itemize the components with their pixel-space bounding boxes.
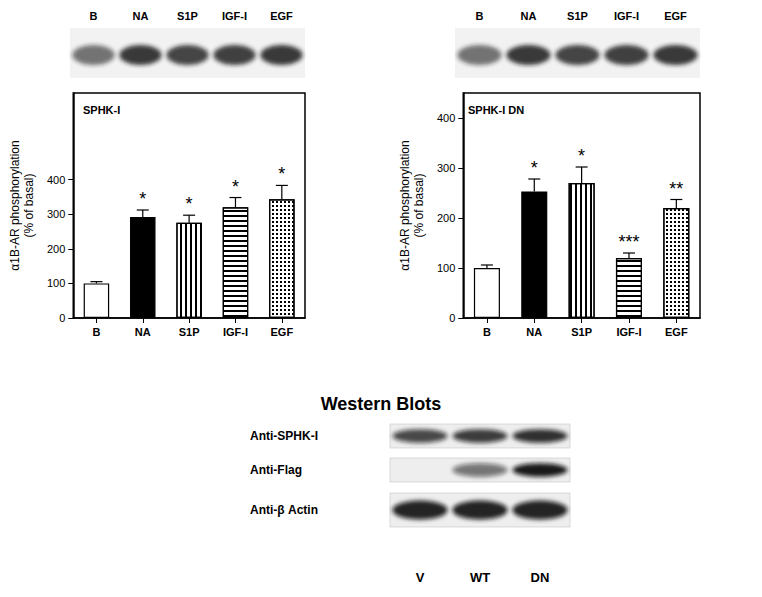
svg-text:EGF: EGF: [270, 10, 293, 22]
svg-text:**: **: [669, 179, 683, 199]
svg-text:NA: NA: [521, 10, 537, 22]
svg-text:300: 300: [437, 162, 455, 174]
svg-text:IGF-I: IGF-I: [616, 326, 641, 338]
svg-text:100: 100: [437, 262, 455, 274]
svg-text:SPHK-I DN: SPHK-I DN: [468, 104, 524, 116]
svg-text:400: 400: [47, 174, 65, 186]
svg-text:Anti-β Actin: Anti-β Actin: [250, 503, 318, 517]
svg-text:Anti-Flag: Anti-Flag: [250, 463, 302, 477]
svg-text:B: B: [92, 326, 100, 338]
svg-text:*: *: [531, 158, 538, 178]
svg-text:Anti-SPHK-I: Anti-SPHK-I: [250, 429, 318, 443]
svg-text:WT: WT: [470, 570, 490, 585]
svg-text:(% of basal): (% of basal): [22, 173, 36, 237]
svg-text:300: 300: [47, 208, 65, 220]
svg-text:IGF-I: IGF-I: [222, 10, 247, 22]
svg-text:*: *: [578, 146, 585, 166]
svg-text:*: *: [186, 194, 193, 214]
svg-text:EGF: EGF: [271, 326, 294, 338]
svg-text:S1P: S1P: [177, 10, 198, 22]
svg-text:S1P: S1P: [179, 326, 200, 338]
svg-text:EGF: EGF: [664, 10, 687, 22]
svg-text:IGF-I: IGF-I: [614, 10, 639, 22]
svg-text:Western Blots: Western Blots: [321, 394, 442, 414]
svg-text:SPHK-I: SPHK-I: [83, 104, 120, 116]
svg-text:*: *: [232, 177, 239, 197]
svg-text:IGF-I: IGF-I: [223, 326, 248, 338]
svg-text:(% of basal): (% of basal): [412, 173, 426, 237]
svg-text:S1P: S1P: [567, 10, 588, 22]
svg-text:*: *: [139, 189, 146, 209]
svg-text:NA: NA: [135, 326, 151, 338]
svg-text:400: 400: [437, 112, 455, 124]
svg-text:B: B: [90, 10, 98, 22]
svg-text:NA: NA: [526, 326, 542, 338]
svg-text:*: *: [278, 164, 285, 184]
svg-text:200: 200: [47, 243, 65, 255]
svg-text:NA: NA: [133, 10, 149, 22]
svg-text:B: B: [483, 326, 491, 338]
svg-text:0: 0: [59, 312, 65, 324]
svg-text:EGF: EGF: [665, 326, 688, 338]
svg-text:***: ***: [618, 232, 639, 252]
svg-text:B: B: [476, 10, 484, 22]
svg-text:200: 200: [437, 212, 455, 224]
svg-text:α1B-AR phosphorylation: α1B-AR phosphorylation: [398, 140, 412, 270]
svg-text:V: V: [416, 570, 425, 585]
svg-text:α1B-AR phosphorylation: α1B-AR phosphorylation: [8, 140, 22, 270]
svg-text:0: 0: [449, 312, 455, 324]
svg-text:DN: DN: [531, 570, 550, 585]
svg-text:100: 100: [47, 277, 65, 289]
svg-text:S1P: S1P: [571, 326, 592, 338]
